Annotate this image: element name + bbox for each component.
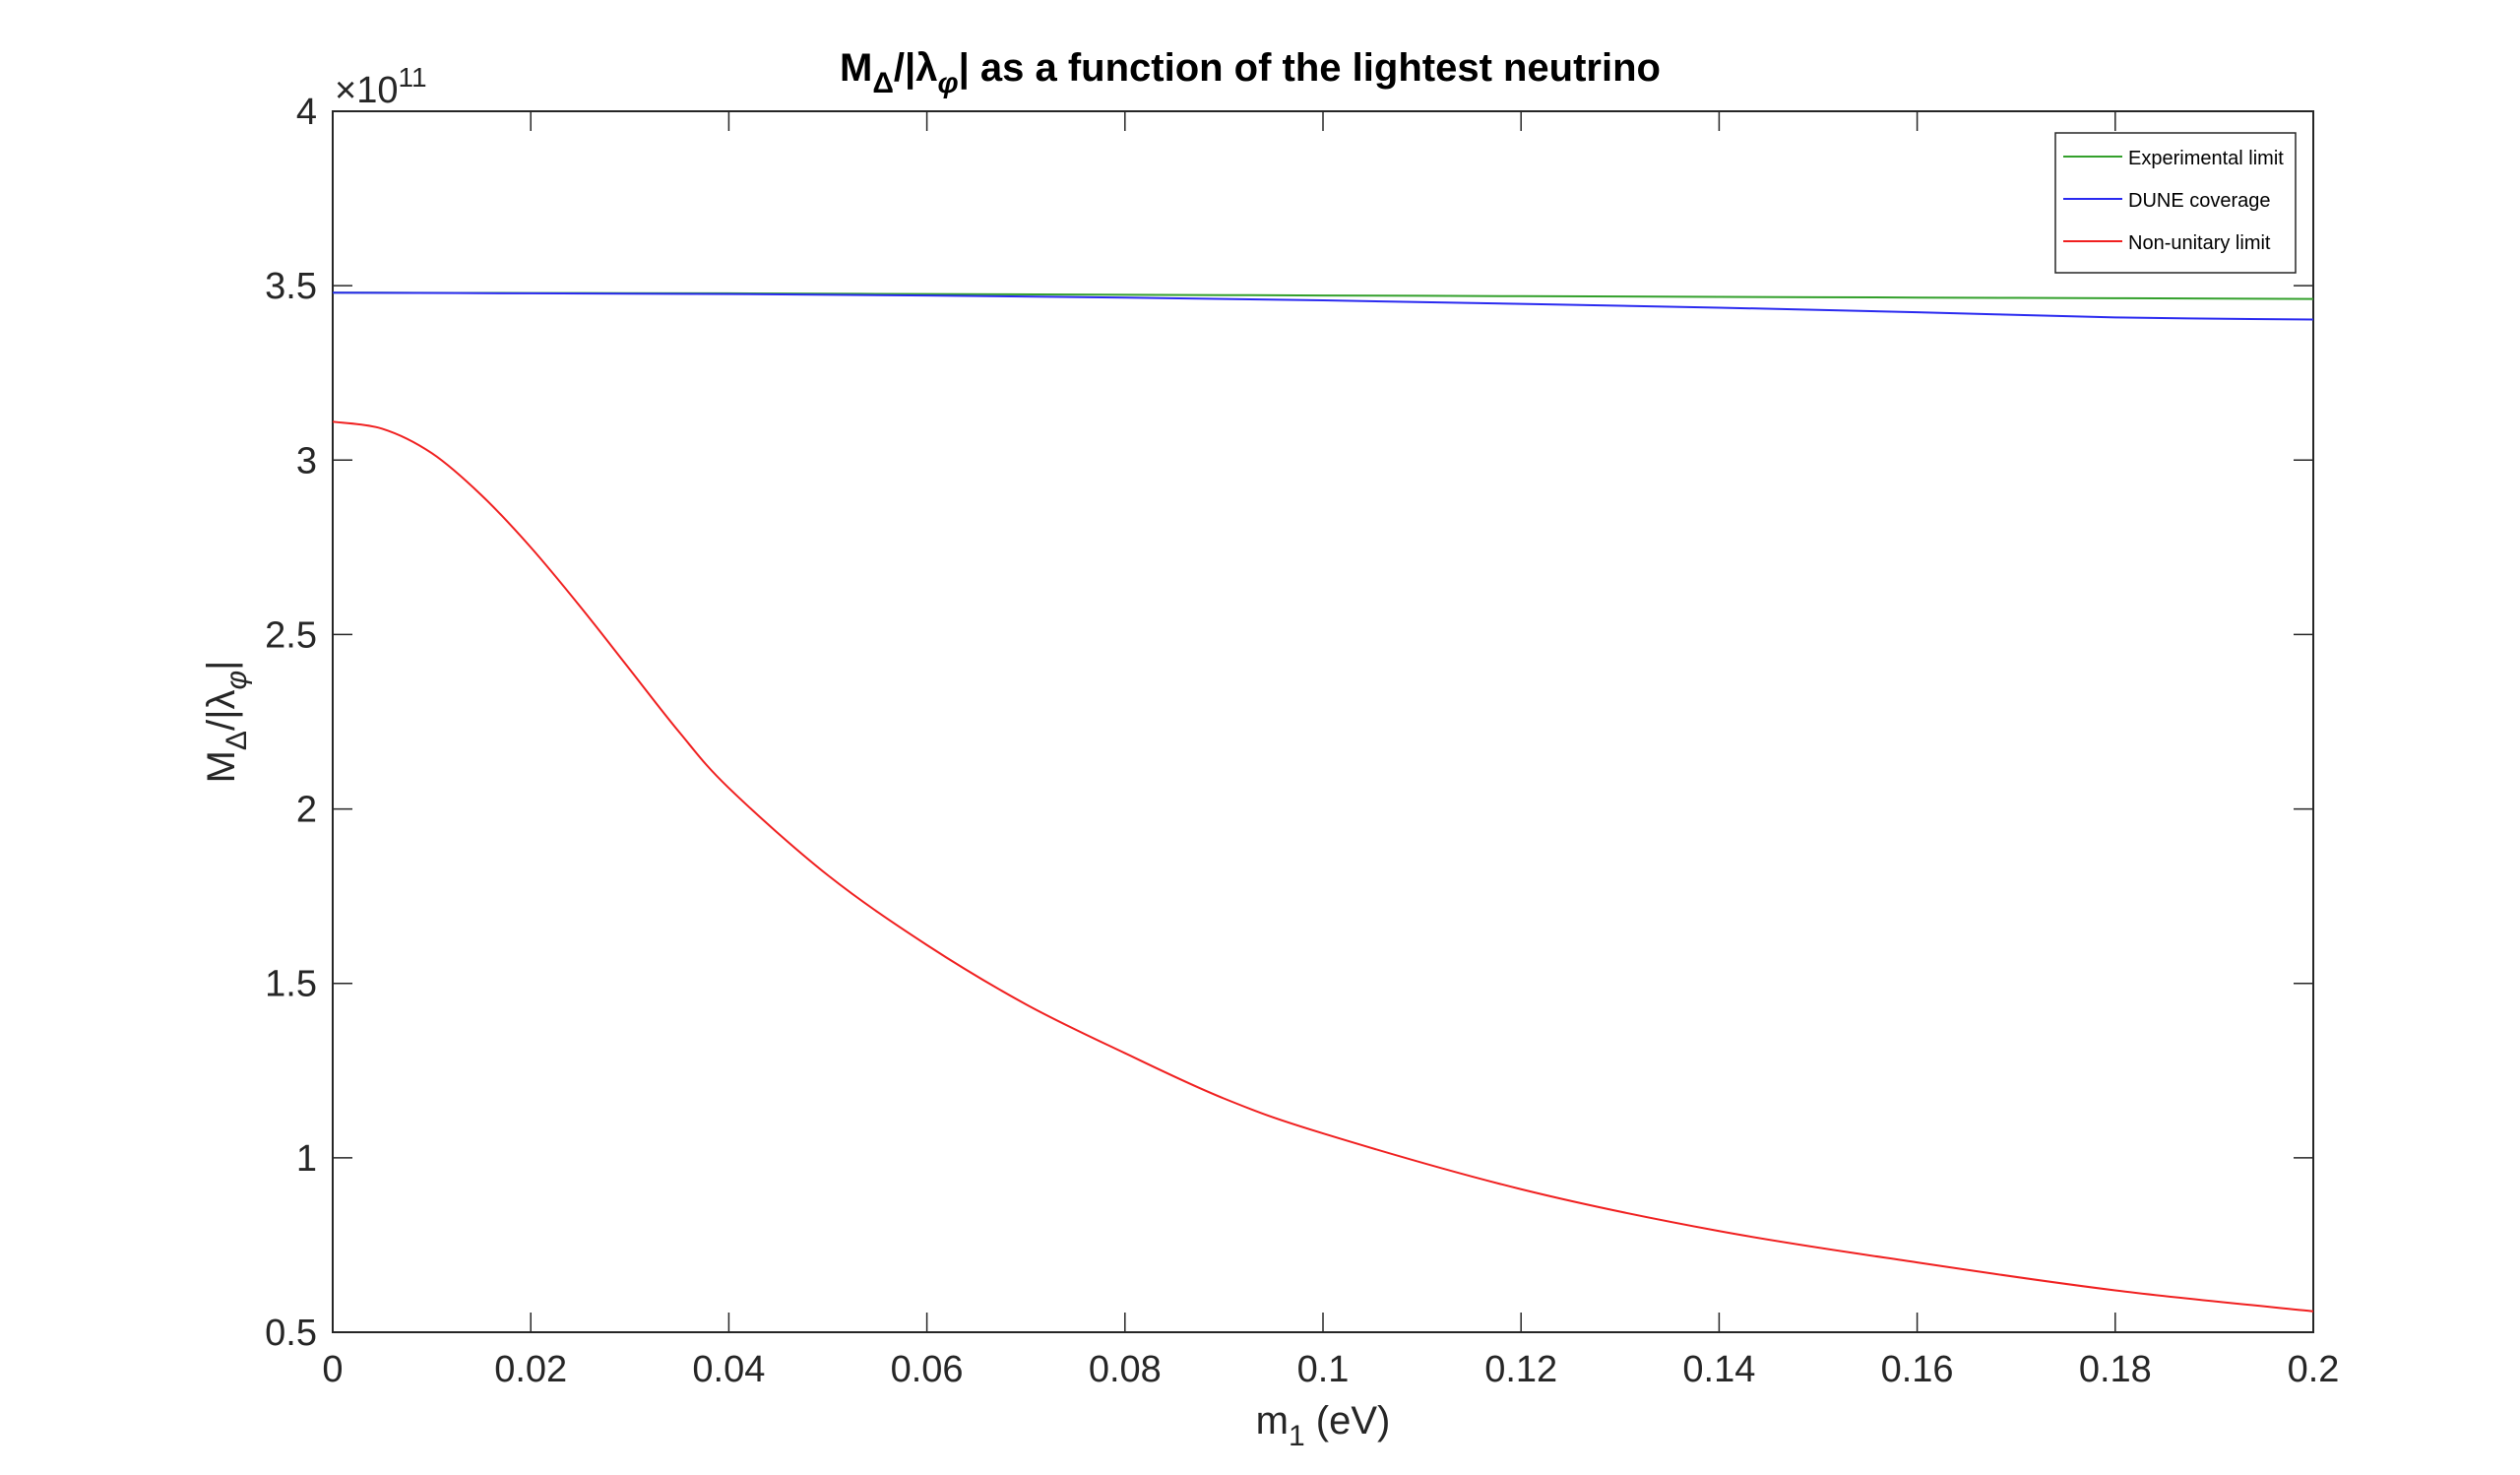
y-axis-label: MΔ/|λφ| bbox=[200, 661, 253, 784]
y-tick-label: 3.5 bbox=[265, 266, 317, 307]
y-tick-label: 0.5 bbox=[265, 1313, 317, 1354]
y-exponent-label: ×1011 bbox=[335, 62, 427, 111]
x-axis-label: m1 (eV) bbox=[1256, 1399, 1391, 1452]
x-tick-label: 0.2 bbox=[2288, 1349, 2340, 1390]
y-ticks: 0.5 1 1.5 2 2.5 3 3.5 4 bbox=[265, 92, 2313, 1354]
x-tick-label: 0.02 bbox=[494, 1349, 567, 1390]
y-tick-label: 1.5 bbox=[265, 964, 317, 1005]
y-tick-label: 2.5 bbox=[265, 614, 317, 656]
legend-label: Experimental limit bbox=[2128, 148, 2284, 169]
legend-label: Non-unitary limit bbox=[2128, 232, 2271, 254]
y-tick-label: 3 bbox=[296, 440, 317, 481]
series-group bbox=[332, 291, 2314, 1313]
legend: Experimental limit DUNE coverage Non-unita… bbox=[2054, 132, 2297, 274]
legend-label: DUNE coverage bbox=[2128, 190, 2271, 212]
chart-title: MΔ/|λφ| as a function of the lightest ne… bbox=[840, 46, 1661, 99]
x-tick-label: 0.06 bbox=[891, 1349, 964, 1390]
y-tick-label: 2 bbox=[296, 790, 317, 831]
x-tick-label: 0.16 bbox=[1881, 1349, 1954, 1390]
x-tick-label: 0.04 bbox=[692, 1349, 765, 1390]
x-tick-label: 0.18 bbox=[2079, 1349, 2152, 1390]
x-tick-label: 0.14 bbox=[1682, 1349, 1755, 1390]
series-line-2 bbox=[332, 291, 2314, 321]
x-tick-label: 0 bbox=[322, 1349, 343, 1390]
y-tick-label: 4 bbox=[296, 92, 317, 133]
series-line-3 bbox=[332, 420, 2314, 1313]
x-tick-label: 0.12 bbox=[1484, 1349, 1557, 1390]
x-ticks: 0 0.02 0.04 0.06 0.08 0.1 0.12 0.14 0.16 0.18 0.2 bbox=[322, 111, 2339, 1390]
x-tick-label: 0.1 bbox=[1297, 1349, 1350, 1390]
legend-items: Experimental limit DUNE coverage Non-unita… bbox=[2063, 148, 2284, 254]
y-tick-label: 1 bbox=[296, 1138, 317, 1180]
x-tick-label: 0.08 bbox=[1089, 1349, 1162, 1390]
